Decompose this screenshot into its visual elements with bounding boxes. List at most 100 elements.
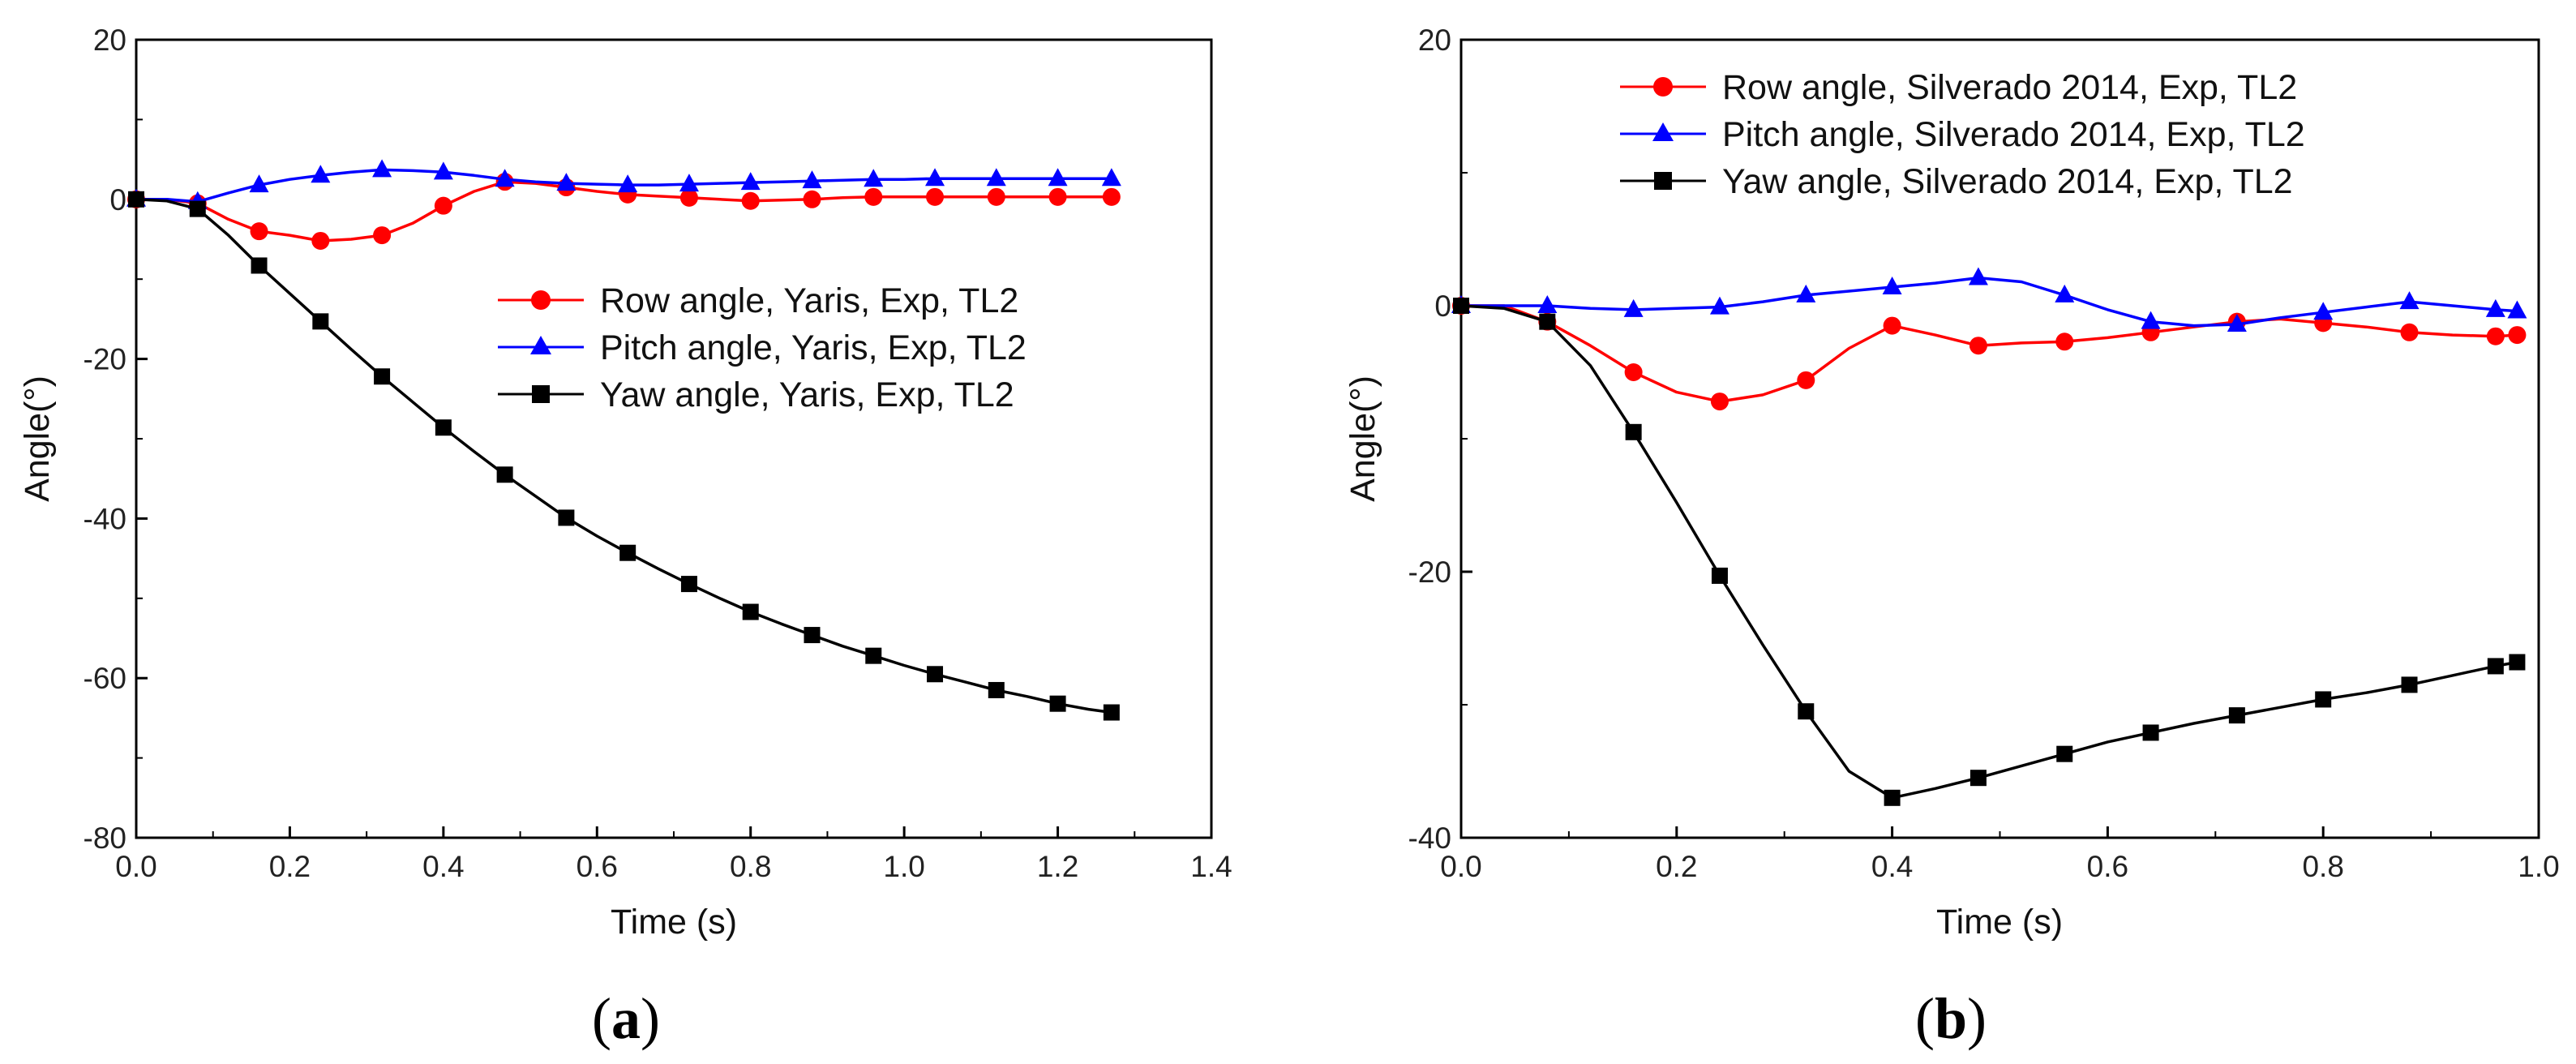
y-axis-ticks-b: 20 0 -20 -40 [1408,24,1472,855]
data-point [618,174,638,193]
x-tick-label: 1.0 [883,850,924,883]
y-axis-title-b: Angle(°) [1344,375,1382,502]
data-point [1537,295,1558,313]
series-line [135,198,1112,714]
x-tick-label: 0.2 [1656,850,1697,883]
data-point [802,170,822,189]
data-point [986,168,1006,187]
data-point [435,419,452,436]
x-tick-label: 0.6 [2087,850,2128,883]
y-axis-ticks-a: 20 0 -20 -40 -60 -80 [84,24,148,855]
panel-label-b: (b) [1915,986,1987,1051]
y-tick-label: -80 [84,822,126,855]
y-tick-label: -20 [1408,556,1451,589]
data-point [251,257,268,274]
data-point [1101,168,1121,187]
legend-label-pitch-b: Pitch angle, Silverado 2014, Exp, TL2 [1722,115,2305,154]
data-point [2056,745,2073,762]
series-circle-b [1452,297,2527,411]
data-point [1968,267,1988,285]
x-tick-label: 0.4 [422,850,464,883]
data-point [680,576,697,593]
legend-label-pitch-a: Pitch angle, Yaris, Exp, TL2 [600,328,1027,367]
legend-marker-row-b [1653,77,1673,97]
series-group-a [126,159,1121,721]
data-point [1048,187,1067,206]
data-point [1711,567,1728,584]
data-point [2399,291,2420,310]
data-point [2141,311,2161,329]
data-point [374,368,391,385]
data-point [864,187,883,206]
legend-label-yaw-a: Yaw angle, Yaris, Exp, TL2 [600,375,1014,414]
x-tick-label: 1.4 [1190,850,1232,883]
legend-marker-yaw-a [532,385,550,403]
data-point [556,173,576,191]
x-tick-label: 0.8 [2302,850,2343,883]
data-point [250,222,268,241]
data-point [1796,284,1816,302]
data-point [1103,704,1120,721]
data-point [434,196,452,215]
data-point [988,681,1005,698]
data-point [864,169,884,187]
x-tick-label: 0.2 [269,850,311,883]
data-point [1970,770,1987,787]
data-point [926,187,945,206]
x-tick-label: 0.8 [730,850,771,883]
legend-label-yaw-b: Yaw angle, Silverado 2014, Exp, TL2 [1722,162,2293,201]
chart-panel-b: 20 0 -20 -40 0.0 0.2 0.4 0.6 0.8 1.0 Time (s) An… [1344,24,2560,1051]
y-tick-label: -20 [84,343,126,376]
y-tick-label: -40 [84,502,126,535]
data-point [742,603,759,620]
data-point [803,190,821,208]
data-point [2400,323,2419,341]
data-point [1883,316,1901,335]
series-line [1461,304,2518,403]
x-tick-label: 0.0 [1440,850,1481,883]
data-point [558,509,575,526]
data-point [2313,302,2334,320]
data-point [2487,658,2504,675]
series-square-a [128,191,1120,721]
data-point [2508,326,2527,345]
data-point [2401,676,2418,693]
y-tick-label: 20 [93,24,126,57]
x-axis-title-a: Time (s) [611,903,737,942]
data-point [1048,168,1068,187]
legend-a: Row angle, Yaris, Exp, TL2 Pitch angle, … [498,281,1027,414]
data-point [679,188,698,207]
data-point [2315,691,2332,708]
data-point [987,187,1005,206]
data-point [927,666,944,683]
data-point [311,231,330,250]
data-point [249,174,269,193]
legend-marker-pitch-b [1652,122,1674,141]
data-point [804,627,821,644]
data-point [1624,363,1643,381]
data-point [1102,187,1121,206]
data-point [2507,300,2527,319]
data-point [2055,332,2074,351]
y-tick-label: -60 [84,662,126,695]
legend-marker-pitch-a [530,336,551,354]
legend-label-row-a: Row angle, Yaris, Exp, TL2 [600,281,1018,320]
x-tick-label: 1.2 [1037,850,1078,883]
data-point [1709,296,1729,315]
x-axis-ticks-b: 0.0 0.2 0.4 0.6 0.8 1.0 [1440,826,2560,883]
data-point [865,647,882,664]
data-point [2142,724,2159,741]
x-tick-label: 0.0 [115,850,156,883]
series-triangle-b [1451,267,2527,332]
x-axis-ticks-a: 0.0 0.2 0.4 0.6 0.8 1.0 1.2 1.4 [115,826,1232,883]
y-tick-label: 0 [109,183,126,217]
data-point [619,544,636,561]
data-point [2228,707,2245,724]
data-point [679,174,699,192]
data-point [312,313,329,330]
data-point [1453,298,1469,314]
panel-label-a: (a) [592,986,660,1051]
plot-area-b [1459,38,2540,839]
x-axis-title-b: Time (s) [1936,903,2063,942]
data-point [1969,337,1987,355]
